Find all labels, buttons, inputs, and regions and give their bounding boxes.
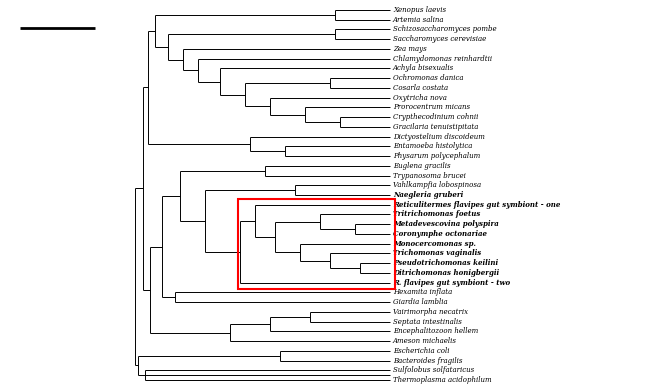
Text: Cosarla costata: Cosarla costata <box>393 84 448 92</box>
Text: Coronymphe octonariae: Coronymphe octonariae <box>393 230 487 238</box>
Text: Vahlkampfia lobospinosa: Vahlkampfia lobospinosa <box>393 181 481 189</box>
Text: Gracilaria tenuistipitata: Gracilaria tenuistipitata <box>393 123 478 131</box>
Text: Saccharomyces cerevisiae: Saccharomyces cerevisiae <box>393 35 487 43</box>
Text: Encephalitozoon hellem: Encephalitozoon hellem <box>393 327 478 335</box>
Text: Vairimorpha necatrix: Vairimorpha necatrix <box>393 308 468 316</box>
Text: Euglena gracilis: Euglena gracilis <box>393 162 451 170</box>
Text: Entamoeba histolytica: Entamoeba histolytica <box>393 142 472 150</box>
Text: Prorocentrum micans: Prorocentrum micans <box>393 103 470 111</box>
Text: Monocercomonas sp.: Monocercomonas sp. <box>393 240 476 248</box>
Text: Pseudotrichomonas keilini: Pseudotrichomonas keilini <box>393 259 498 267</box>
Text: Hexamita inflata: Hexamita inflata <box>393 288 453 296</box>
Text: Giardia lamblia: Giardia lamblia <box>393 298 447 306</box>
Text: Xenopus laevis: Xenopus laevis <box>393 6 446 14</box>
Text: Ochromonas danica: Ochromonas danica <box>393 74 464 82</box>
Text: Bacteroides fragilis: Bacteroides fragilis <box>393 357 462 365</box>
Text: Tritrichomonas foetus: Tritrichomonas foetus <box>393 210 481 218</box>
Text: Oxytricha nova: Oxytricha nova <box>393 94 447 102</box>
Text: Chlamydomonas reinhardtii: Chlamydomonas reinhardtii <box>393 55 492 63</box>
Text: Trichomonas vaginalis: Trichomonas vaginalis <box>393 249 481 257</box>
Text: Metadevescovina polyspira: Metadevescovina polyspira <box>393 220 499 228</box>
Bar <box>238 199 395 289</box>
Text: Zea mays: Zea mays <box>393 45 427 53</box>
Text: Sulfolobus solfataricus: Sulfolobus solfataricus <box>393 366 474 374</box>
Text: Artemia salina: Artemia salina <box>393 16 445 24</box>
Text: Escherichia coli: Escherichia coli <box>393 347 449 355</box>
Text: Septata intestinalis: Septata intestinalis <box>393 318 462 326</box>
Text: Physarum polycephalum: Physarum polycephalum <box>393 152 480 160</box>
Text: Thermoplasma acidophilum: Thermoplasma acidophilum <box>393 376 492 384</box>
Text: Ditrichomonas honigbergii: Ditrichomonas honigbergii <box>393 269 499 277</box>
Text: Trypanosoma brucei: Trypanosoma brucei <box>393 171 466 180</box>
Text: Schizosaccharomyces pombe: Schizosaccharomyces pombe <box>393 26 496 33</box>
Text: Crypthecodinium cohnii: Crypthecodinium cohnii <box>393 113 478 121</box>
Text: Dictyostelium discoideum: Dictyostelium discoideum <box>393 133 485 140</box>
Text: Reticulitermes flavipes gut symbiont - one: Reticulitermes flavipes gut symbiont - o… <box>393 201 560 209</box>
Text: Ameson michaelis: Ameson michaelis <box>393 337 457 345</box>
Text: R. flavipes gut symbiont - two: R. flavipes gut symbiont - two <box>393 279 510 287</box>
Text: Naegleria gruberi: Naegleria gruberi <box>393 191 463 199</box>
Text: Achyla bisexualis: Achyla bisexualis <box>393 64 455 73</box>
